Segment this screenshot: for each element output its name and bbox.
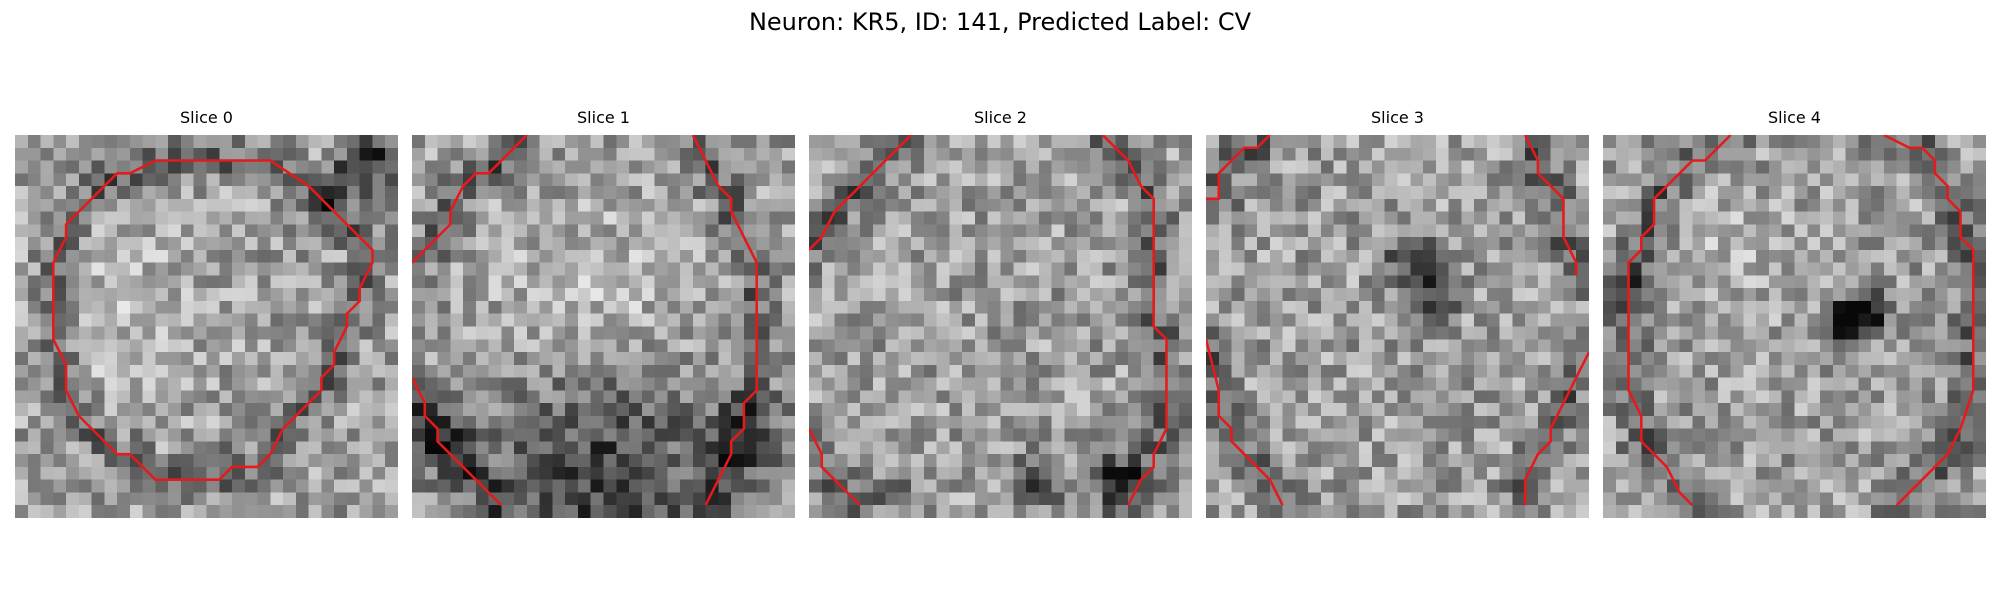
contour-line-2-1 bbox=[1101, 135, 1168, 506]
slice-image-2 bbox=[809, 135, 1192, 518]
contour-line-0-0 bbox=[52, 159, 374, 481]
contour-line-1-0 bbox=[412, 135, 528, 264]
slice-image-4 bbox=[1603, 135, 1986, 518]
slice-image-3 bbox=[1206, 135, 1589, 518]
contour-line-3-1 bbox=[1524, 135, 1578, 276]
slice-title-1: Slice 1 bbox=[577, 108, 630, 127]
slice-canvas-3 bbox=[1206, 135, 1589, 518]
slice-canvas-4 bbox=[1603, 135, 1986, 518]
contour-line-3-2 bbox=[1206, 338, 1284, 506]
slice-title-2: Slice 2 bbox=[974, 108, 1027, 127]
contour-line-2-0 bbox=[809, 135, 913, 251]
slice-image-0 bbox=[15, 135, 398, 518]
contour-line-4-1 bbox=[1883, 135, 1975, 507]
contour-line-3-0 bbox=[1206, 135, 1271, 201]
contour-line-1-2 bbox=[412, 376, 503, 507]
figure-title: Neuron: KR5, ID: 141, Predicted Label: C… bbox=[748, 8, 1252, 36]
contour-line-1-1 bbox=[691, 135, 758, 506]
contour-line-4-0 bbox=[1627, 135, 1732, 507]
slice-canvas-0 bbox=[15, 135, 398, 518]
contour-line-3-3 bbox=[1523, 351, 1589, 506]
slice-canvas-1 bbox=[412, 135, 795, 518]
slice-canvas-2 bbox=[809, 135, 1192, 518]
contour-line-2-2 bbox=[809, 428, 861, 507]
slice-title-3: Slice 3 bbox=[1371, 108, 1424, 127]
slice-image-1 bbox=[412, 135, 795, 518]
slice-title-4: Slice 4 bbox=[1768, 108, 1821, 127]
slice-title-0: Slice 0 bbox=[180, 108, 233, 127]
